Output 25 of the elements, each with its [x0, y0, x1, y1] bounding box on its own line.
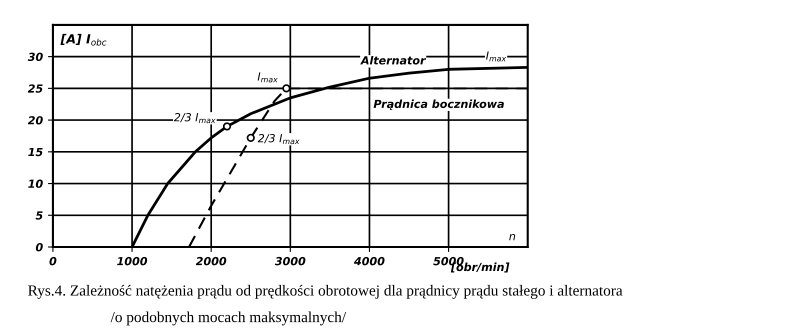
point [246, 134, 255, 142]
annotation: I$_{max}$ [486, 51, 506, 62]
x-tick-label: 0 [49, 256, 56, 266]
y-tick-label: 5 [36, 211, 43, 220]
x-tick-label: 2000 [196, 256, 226, 266]
annotation: 2/3 I$_{max}$ [174, 113, 216, 124]
series-label: Prądnica bocznikowa [374, 99, 504, 110]
annotation: 2/3 I$_{max}$ [258, 134, 300, 144]
annotation: n [509, 234, 516, 240]
y-tick-label: 10 [28, 180, 43, 188]
y-tick-label: 20 [28, 116, 43, 124]
y-tick-label: 30 [28, 52, 43, 62]
y-tick-label: 15 [28, 148, 43, 156]
point [282, 84, 290, 92]
x-tick-label: 4000 [354, 256, 385, 266]
series-label: Alternator [360, 56, 426, 65]
y-tick-label: 0 [36, 242, 43, 252]
x-tick-label: 3000 [274, 256, 306, 266]
point [222, 122, 232, 131]
annotation: I$_{max}$ [258, 72, 278, 82]
text: Rys.4. Zależność natężenia prądu od prędkości obrotowej dla prądnicy prądu stałego i alternatora [28, 284, 622, 299]
text: /o podobnych mocach maksymalnych/ [110, 311, 346, 326]
y-tick-label: 25 [28, 84, 43, 93]
y-axis-title: [A] I$_{obc}$ [60, 34, 106, 46]
x-tick-label: 1000 [117, 256, 148, 266]
